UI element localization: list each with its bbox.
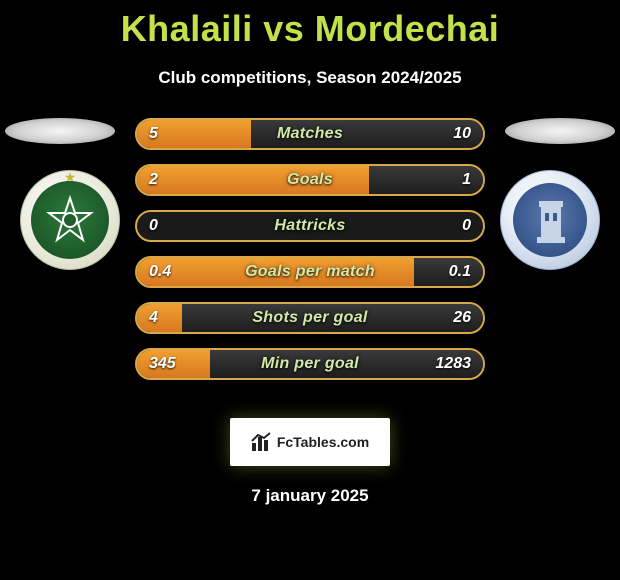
platform-left	[5, 118, 115, 144]
stat-bars: 510Matches 21Goals 00Hattricks 0.40.1Goals …	[135, 118, 485, 394]
stat-row: 0.40.1Goals per match	[135, 256, 485, 288]
stat-label: Shots per goal	[137, 304, 483, 332]
comparison-panel: ★ 510Matches 21Goals 00Hattricks 0.40.1Goal…	[0, 118, 620, 398]
team-crest-right	[500, 170, 600, 270]
tower-icon	[513, 183, 589, 259]
platform-right	[505, 118, 615, 144]
page-title: Khalaili vs Mordechai	[0, 0, 620, 50]
bars-icon	[251, 431, 273, 453]
stat-row: 426Shots per goal	[135, 302, 485, 334]
stat-label: Goals per match	[137, 258, 483, 286]
crest-right-inner	[513, 183, 587, 257]
stat-label: Min per goal	[137, 350, 483, 378]
stat-label: Goals	[137, 166, 483, 194]
stat-row: 510Matches	[135, 118, 485, 150]
stat-row: 3451283Min per goal	[135, 348, 485, 380]
stat-label: Matches	[137, 120, 483, 148]
brand-logo: FcTables.com	[230, 418, 390, 466]
subtitle: Club competitions, Season 2024/2025	[0, 68, 620, 88]
crest-left-inner	[31, 181, 109, 259]
stat-label: Hattricks	[137, 212, 483, 240]
brand-text: FcTables.com	[277, 434, 369, 450]
stat-row: 00Hattricks	[135, 210, 485, 242]
stat-row: 21Goals	[135, 164, 485, 196]
team-crest-left: ★	[20, 170, 120, 270]
footer-date: 7 january 2025	[0, 486, 620, 506]
shield-star-icon	[45, 195, 95, 245]
